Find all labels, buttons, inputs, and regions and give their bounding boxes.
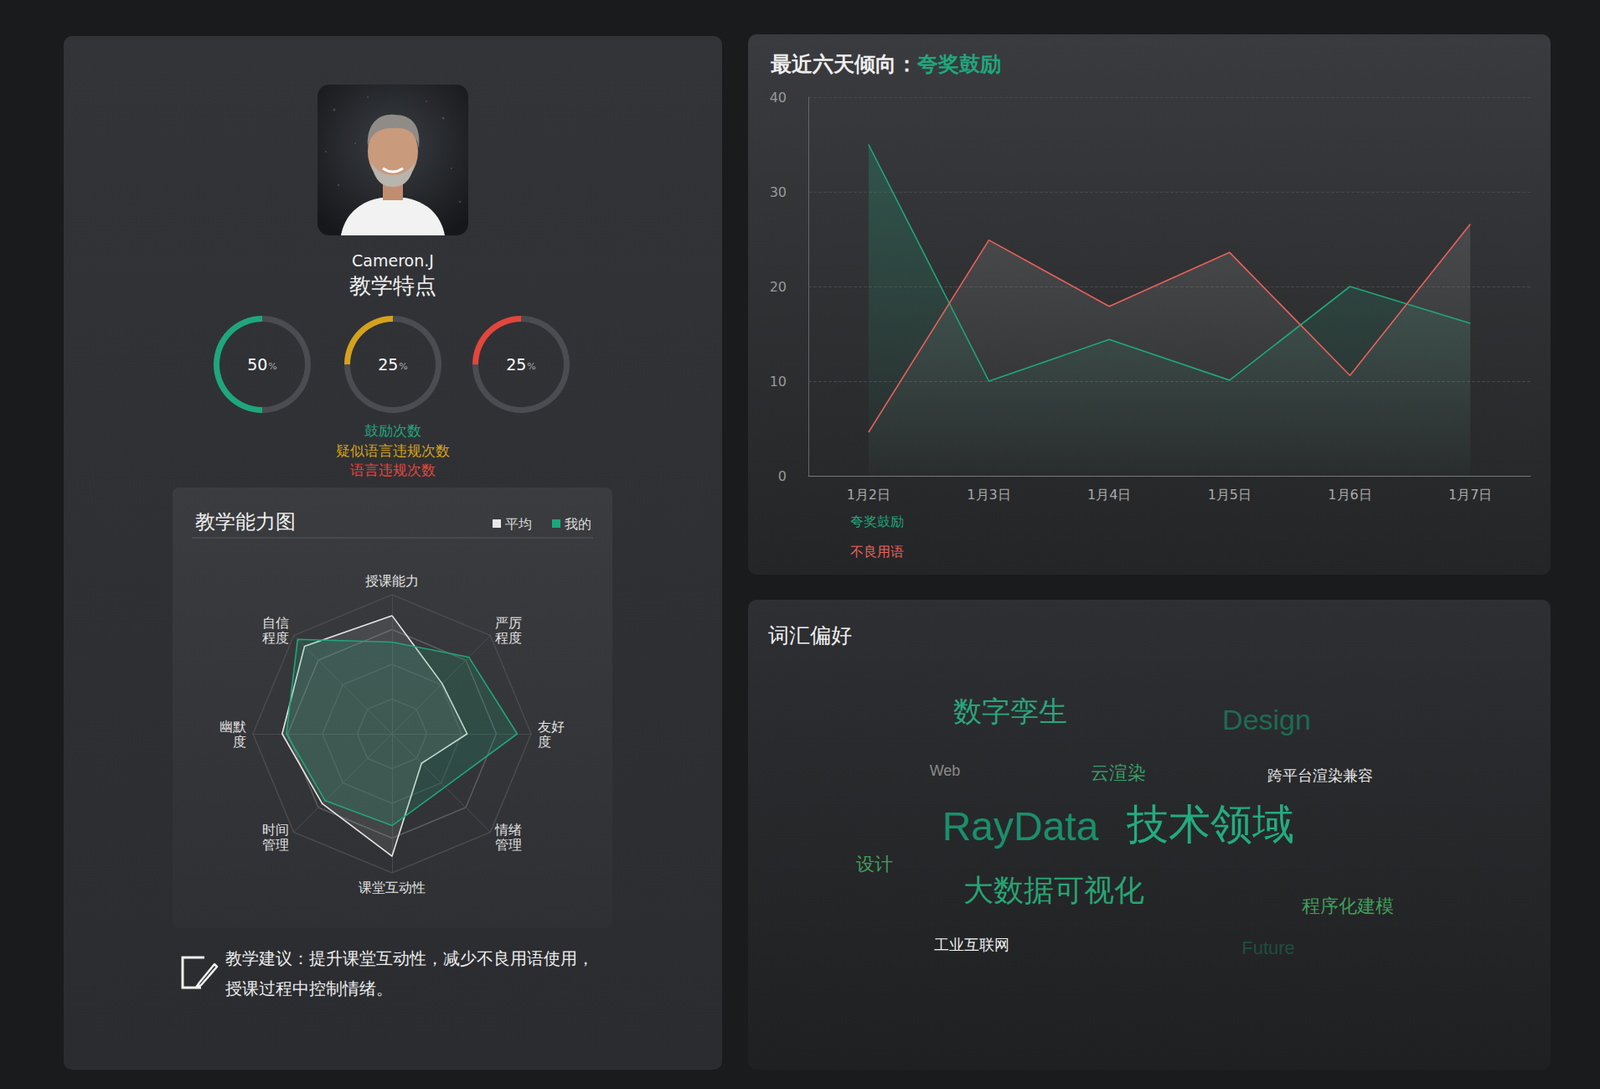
html-text:Cameron.J: Cameron.J: [351, 251, 434, 270]
svg-text:程度: 程度: [262, 629, 290, 646]
svg-text:自信: 自信: [262, 614, 290, 631]
svg-text:0: 0: [778, 468, 787, 485]
svg-text:1月3日: 1月3日: [966, 486, 1011, 503]
svg-text:20: 20: [769, 278, 787, 295]
svg-text:情绪: 情绪: [494, 821, 522, 838]
html-text:Design: Design: [1222, 703, 1311, 736]
html-text:程序化建模: 程序化建模: [1301, 895, 1394, 917]
svg-text:程度: 程度: [495, 629, 522, 646]
svg-text:友好: 友好: [537, 718, 565, 735]
svg-text:幽默: 幽默: [219, 718, 247, 735]
svg-text:30: 30: [769, 184, 787, 201]
svg-text:夸奖鼓励: 夸奖鼓励: [850, 513, 904, 530]
svg-text:1月5日: 1月5日: [1207, 486, 1252, 503]
svg-text:50: 50: [247, 355, 268, 374]
svg-text:25: 25: [377, 355, 398, 374]
svg-text:管理: 管理: [495, 836, 522, 853]
svg-text:教学能力图: 教学能力图: [195, 510, 296, 534]
html-text:词汇偏好: 词汇偏好: [768, 623, 852, 648]
svg-text:1月7日: 1月7日: [1448, 486, 1492, 503]
html-text:Future: Future: [1241, 937, 1295, 959]
html-text:教学建议：提升课堂互动性，减少不良用语使用，授课过程中控制情: 教学建议：提升课堂互动性，减少不良用语使用，授课过程中控制情绪。: [225, 949, 594, 999]
svg-text:时间: 时间: [262, 821, 290, 838]
svg-text:1月2日: 1月2日: [846, 486, 891, 503]
svg-text:最近六天倾向：: 最近六天倾向：: [769, 51, 918, 77]
html-text:语言违规次数: 语言违规次数: [350, 461, 436, 479]
svg-text:1月4日: 1月4日: [1087, 486, 1131, 503]
svg-text:我的: 我的: [564, 516, 592, 532]
svg-text:%: %: [268, 361, 277, 372]
html-text:大数据可视化: 大数据可视化: [963, 872, 1145, 908]
html-text:数字孪生: 数字孪生: [953, 694, 1068, 728]
svg-text:度: 度: [232, 733, 247, 750]
html-text:RayData: RayData: [942, 804, 1099, 849]
svg-text:40: 40: [769, 89, 787, 106]
svg-text:10: 10: [769, 373, 787, 390]
svg-text:%: %: [526, 361, 536, 372]
svg-text:课堂互动性: 课堂互动性: [358, 879, 426, 896]
svg-text:夸奖鼓励: 夸奖鼓励: [916, 51, 1002, 77]
svg-text:平均: 平均: [505, 516, 532, 532]
svg-text:25: 25: [505, 355, 527, 374]
svg-text:%: %: [398, 361, 408, 372]
html-text:技术领域: 技术领域: [1126, 800, 1295, 849]
html-text:跨平台渲染兼容: 跨平台渲染兼容: [1267, 766, 1373, 785]
svg-text:授课能力: 授课能力: [365, 572, 419, 589]
svg-text:1月6日: 1月6日: [1327, 486, 1372, 503]
html-text:云渲染: 云渲染: [1090, 762, 1146, 784]
svg-text:不良用语: 不良用语: [850, 543, 904, 560]
html-text:鼓励次数: 鼓励次数: [364, 422, 422, 439]
html-text:工业互联网: 工业互联网: [934, 935, 1010, 954]
svg-text:度: 度: [537, 733, 552, 750]
svg-text:管理: 管理: [262, 836, 290, 853]
html-text:疑似语言违规次数: 疑似语言违规次数: [335, 441, 450, 459]
html-text:设计: 设计: [856, 853, 893, 875]
svg-text:严厉: 严厉: [495, 614, 522, 631]
html-text:教学特点: 教学特点: [349, 273, 437, 299]
html-text:Web: Web: [929, 762, 961, 780]
